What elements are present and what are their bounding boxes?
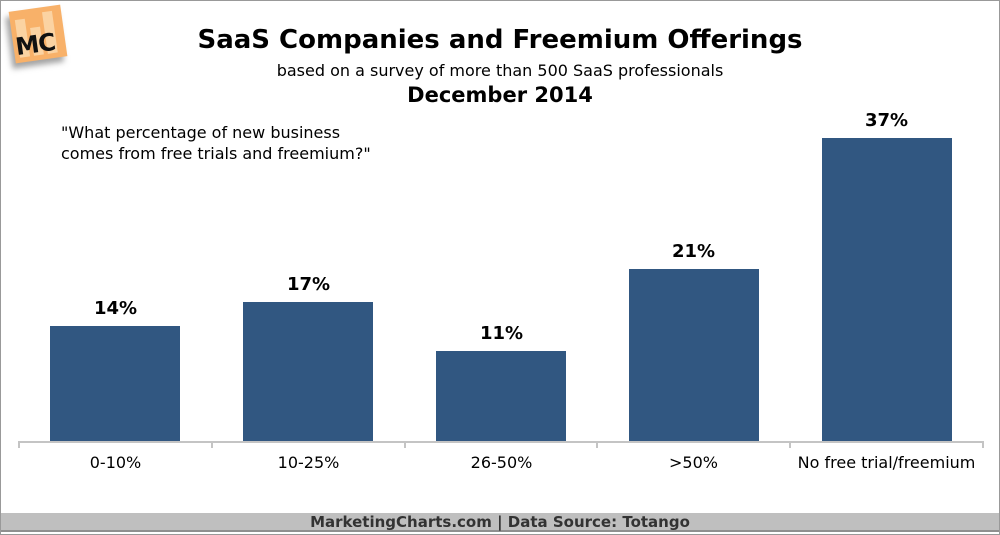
chart-period: December 2014 — [407, 83, 593, 107]
bar — [629, 269, 759, 441]
x-axis-label: >50% — [669, 453, 718, 472]
survey-question-line2: comes from free trials and freemium?" — [61, 144, 371, 163]
survey-question-annotation: "What percentage of new business comes f… — [61, 122, 371, 164]
bar — [50, 326, 180, 441]
x-axis-tick — [789, 443, 791, 448]
footer-bar: MarketingCharts.com | Data Source: Totan… — [1, 513, 999, 532]
bar-value-label: 17% — [286, 274, 331, 295]
bar-chart-plot-area: 14% 17% 11% 21% 37% — [19, 1, 983, 441]
x-axis-label: 10-25% — [277, 453, 340, 472]
x-axis-tick — [982, 443, 984, 448]
survey-question-line1: "What percentage of new business — [61, 123, 341, 142]
x-axis-tick — [404, 443, 406, 448]
bar — [243, 302, 373, 441]
x-axis-label: No free trial/freemium — [797, 453, 976, 472]
bar-value-label: 11% — [479, 323, 524, 344]
chart-title: SaaS Companies and Freemium Offerings — [197, 25, 803, 55]
bar — [436, 351, 566, 441]
x-axis-tick — [211, 443, 213, 448]
bar — [822, 138, 952, 441]
bar-value-label: 37% — [864, 110, 909, 131]
x-axis-tick — [596, 443, 598, 448]
x-axis-label: 26-50% — [470, 453, 533, 472]
footer-source-text: MarketingCharts.com | Data Source: Totan… — [310, 513, 690, 531]
x-axis-tick — [18, 443, 20, 448]
bar-value-label: 14% — [93, 298, 138, 319]
x-axis-line — [18, 441, 984, 443]
bar-value-label: 21% — [671, 241, 716, 262]
x-axis-label: 0-10% — [89, 453, 142, 472]
chart-subtitle: based on a survey of more than 500 SaaS … — [276, 61, 724, 80]
